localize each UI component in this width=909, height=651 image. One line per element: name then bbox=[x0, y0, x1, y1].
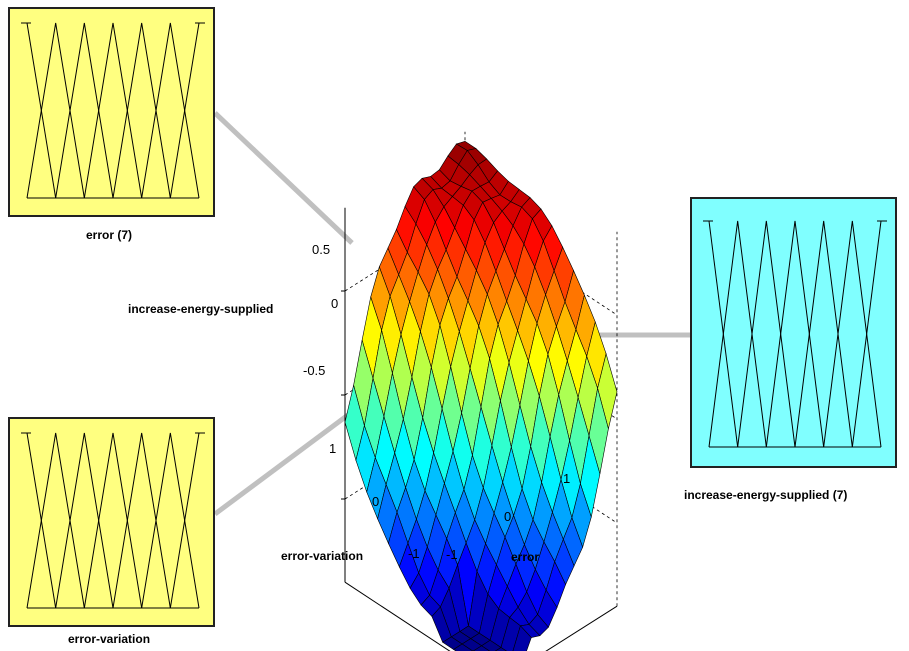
surface-plot bbox=[344, 140, 618, 651]
membership-function-line bbox=[55, 22, 114, 199]
connector-line bbox=[213, 111, 354, 245]
y-tick: 1 bbox=[329, 441, 337, 456]
membership-function-line bbox=[26, 22, 85, 199]
membership-function-line bbox=[851, 220, 882, 448]
output-label: increase-energy-supplied (7) bbox=[684, 488, 848, 502]
z-tick: 0 bbox=[331, 296, 339, 311]
y-axis-line bbox=[344, 581, 451, 651]
surface-patch bbox=[453, 643, 474, 651]
x-axis-label: error bbox=[511, 550, 540, 564]
input-error-variation-label: error-variation bbox=[68, 632, 151, 646]
membership-function-line bbox=[765, 220, 825, 448]
membership-function-line bbox=[169, 22, 200, 199]
z-tick: 0.5 bbox=[312, 242, 331, 257]
input-error-mf-box[interactable] bbox=[8, 7, 215, 217]
x-axis-line bbox=[545, 605, 618, 651]
membership-function-line bbox=[83, 22, 143, 199]
membership-function-line bbox=[112, 432, 171, 609]
membership-function-line bbox=[83, 432, 143, 609]
membership-function-line bbox=[112, 22, 171, 199]
x-tick: 0 bbox=[504, 509, 512, 524]
y-axis-label: error-variation bbox=[281, 549, 364, 563]
z-tick: -0.5 bbox=[303, 363, 326, 378]
connector-line bbox=[213, 409, 354, 517]
membership-function-line bbox=[55, 432, 114, 609]
surface-patch bbox=[472, 645, 491, 651]
membership-functions-icon bbox=[21, 22, 205, 199]
input-error-variation-mf-box[interactable] bbox=[8, 417, 215, 627]
membership-functions-icon bbox=[21, 432, 205, 609]
membership-function-line bbox=[737, 220, 796, 448]
membership-function-line bbox=[794, 220, 853, 448]
membership-function-line bbox=[26, 432, 85, 609]
z-axis-label: increase-energy-supplied bbox=[128, 302, 274, 316]
y-tick: -1 bbox=[408, 546, 420, 561]
membership-function-line bbox=[169, 432, 200, 609]
x-tick: 1 bbox=[563, 471, 571, 486]
input-error-label: error (7) bbox=[86, 228, 133, 242]
surface-patch bbox=[494, 647, 507, 651]
membership-function-line bbox=[141, 432, 200, 609]
membership-function-line bbox=[823, 220, 882, 448]
x-tick: -1 bbox=[446, 547, 458, 562]
membership-functions-icon bbox=[703, 220, 887, 448]
surface-patch bbox=[512, 625, 532, 651]
membership-function-line bbox=[708, 220, 767, 448]
y-tick: 0 bbox=[372, 494, 380, 509]
output-mf-box[interactable] bbox=[690, 197, 897, 468]
membership-function-line bbox=[141, 22, 200, 199]
